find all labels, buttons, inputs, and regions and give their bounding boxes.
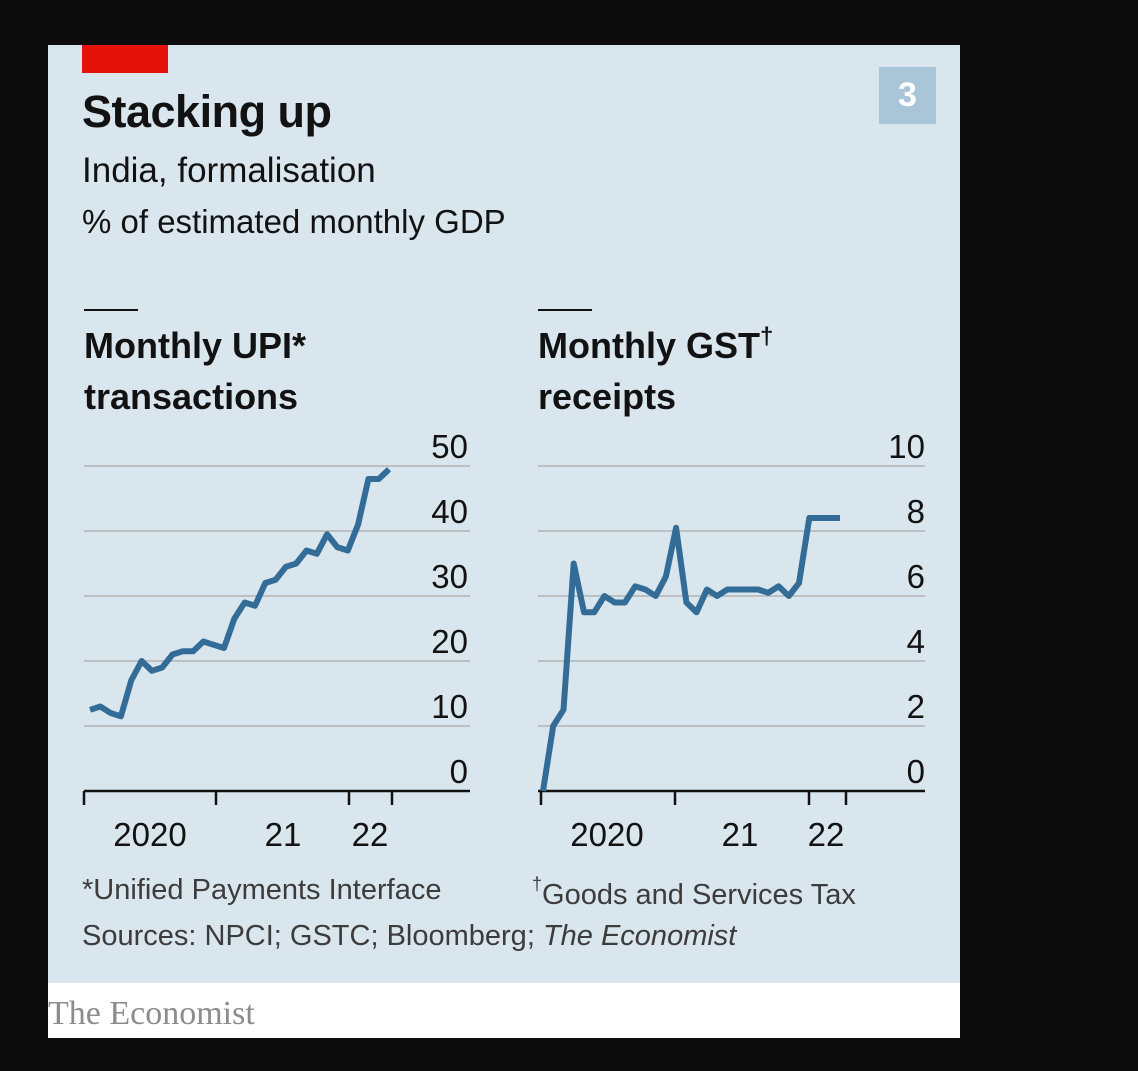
footnote-gst-text: Goods and Services Tax xyxy=(542,879,856,911)
y-tick-label: 2 xyxy=(907,688,925,725)
brand-strip: The Economist xyxy=(48,983,960,1038)
chart-card xyxy=(48,45,960,983)
series-line xyxy=(89,467,392,720)
footnote-upi: *Unified Payments Interface xyxy=(82,874,442,906)
footnote-gst: †Goods and Services Tax xyxy=(532,874,856,912)
panel-title-line: receipts xyxy=(538,376,676,417)
series-line xyxy=(540,515,840,792)
chart-unit: % of estimated monthly GDP xyxy=(82,203,506,240)
y-tick-label: 40 xyxy=(431,493,468,530)
x-tick-label: 22 xyxy=(808,816,845,853)
y-tick-label: 30 xyxy=(431,558,468,595)
y-tick-label: 4 xyxy=(907,623,925,660)
accent-red-bar xyxy=(82,45,168,73)
x-tick-label: 21 xyxy=(722,816,759,853)
x-tick-label: 2020 xyxy=(570,816,643,853)
y-tick-label: 20 xyxy=(431,623,468,660)
y-tick-label: 0 xyxy=(907,753,925,790)
chart-number-badge: 3 xyxy=(879,67,936,124)
sources-note: Sources: NPCI; GSTC; Bloomberg; The Econ… xyxy=(82,920,736,953)
y-tick-label: 10 xyxy=(431,688,468,725)
y-tick-label: 10 xyxy=(888,428,925,465)
footnote-gst-marker: † xyxy=(532,874,543,894)
y-tick-label: 0 xyxy=(450,753,468,790)
x-tick-label: 21 xyxy=(265,816,302,853)
chart-title: Stacking up xyxy=(82,86,332,137)
brand-logo-text: The Economist xyxy=(48,995,255,1032)
sources-prefix: Sources: NPCI; GSTC; Bloomberg; xyxy=(82,920,543,952)
chart-subtitle: India, formalisation xyxy=(82,151,376,190)
y-tick-label: 8 xyxy=(907,493,925,530)
panel-title-line: transactions xyxy=(84,376,298,417)
y-tick-label: 6 xyxy=(907,558,925,595)
sources-italic: The Economist xyxy=(542,920,737,952)
panel-title-marker: † xyxy=(760,323,773,350)
x-tick-label: 2020 xyxy=(113,816,186,853)
panel-title-line: Monthly UPI* xyxy=(84,325,306,366)
panel-title-line: Monthly GST† xyxy=(538,323,773,366)
y-tick-label: 50 xyxy=(431,428,468,465)
x-tick-label: 22 xyxy=(352,816,389,853)
